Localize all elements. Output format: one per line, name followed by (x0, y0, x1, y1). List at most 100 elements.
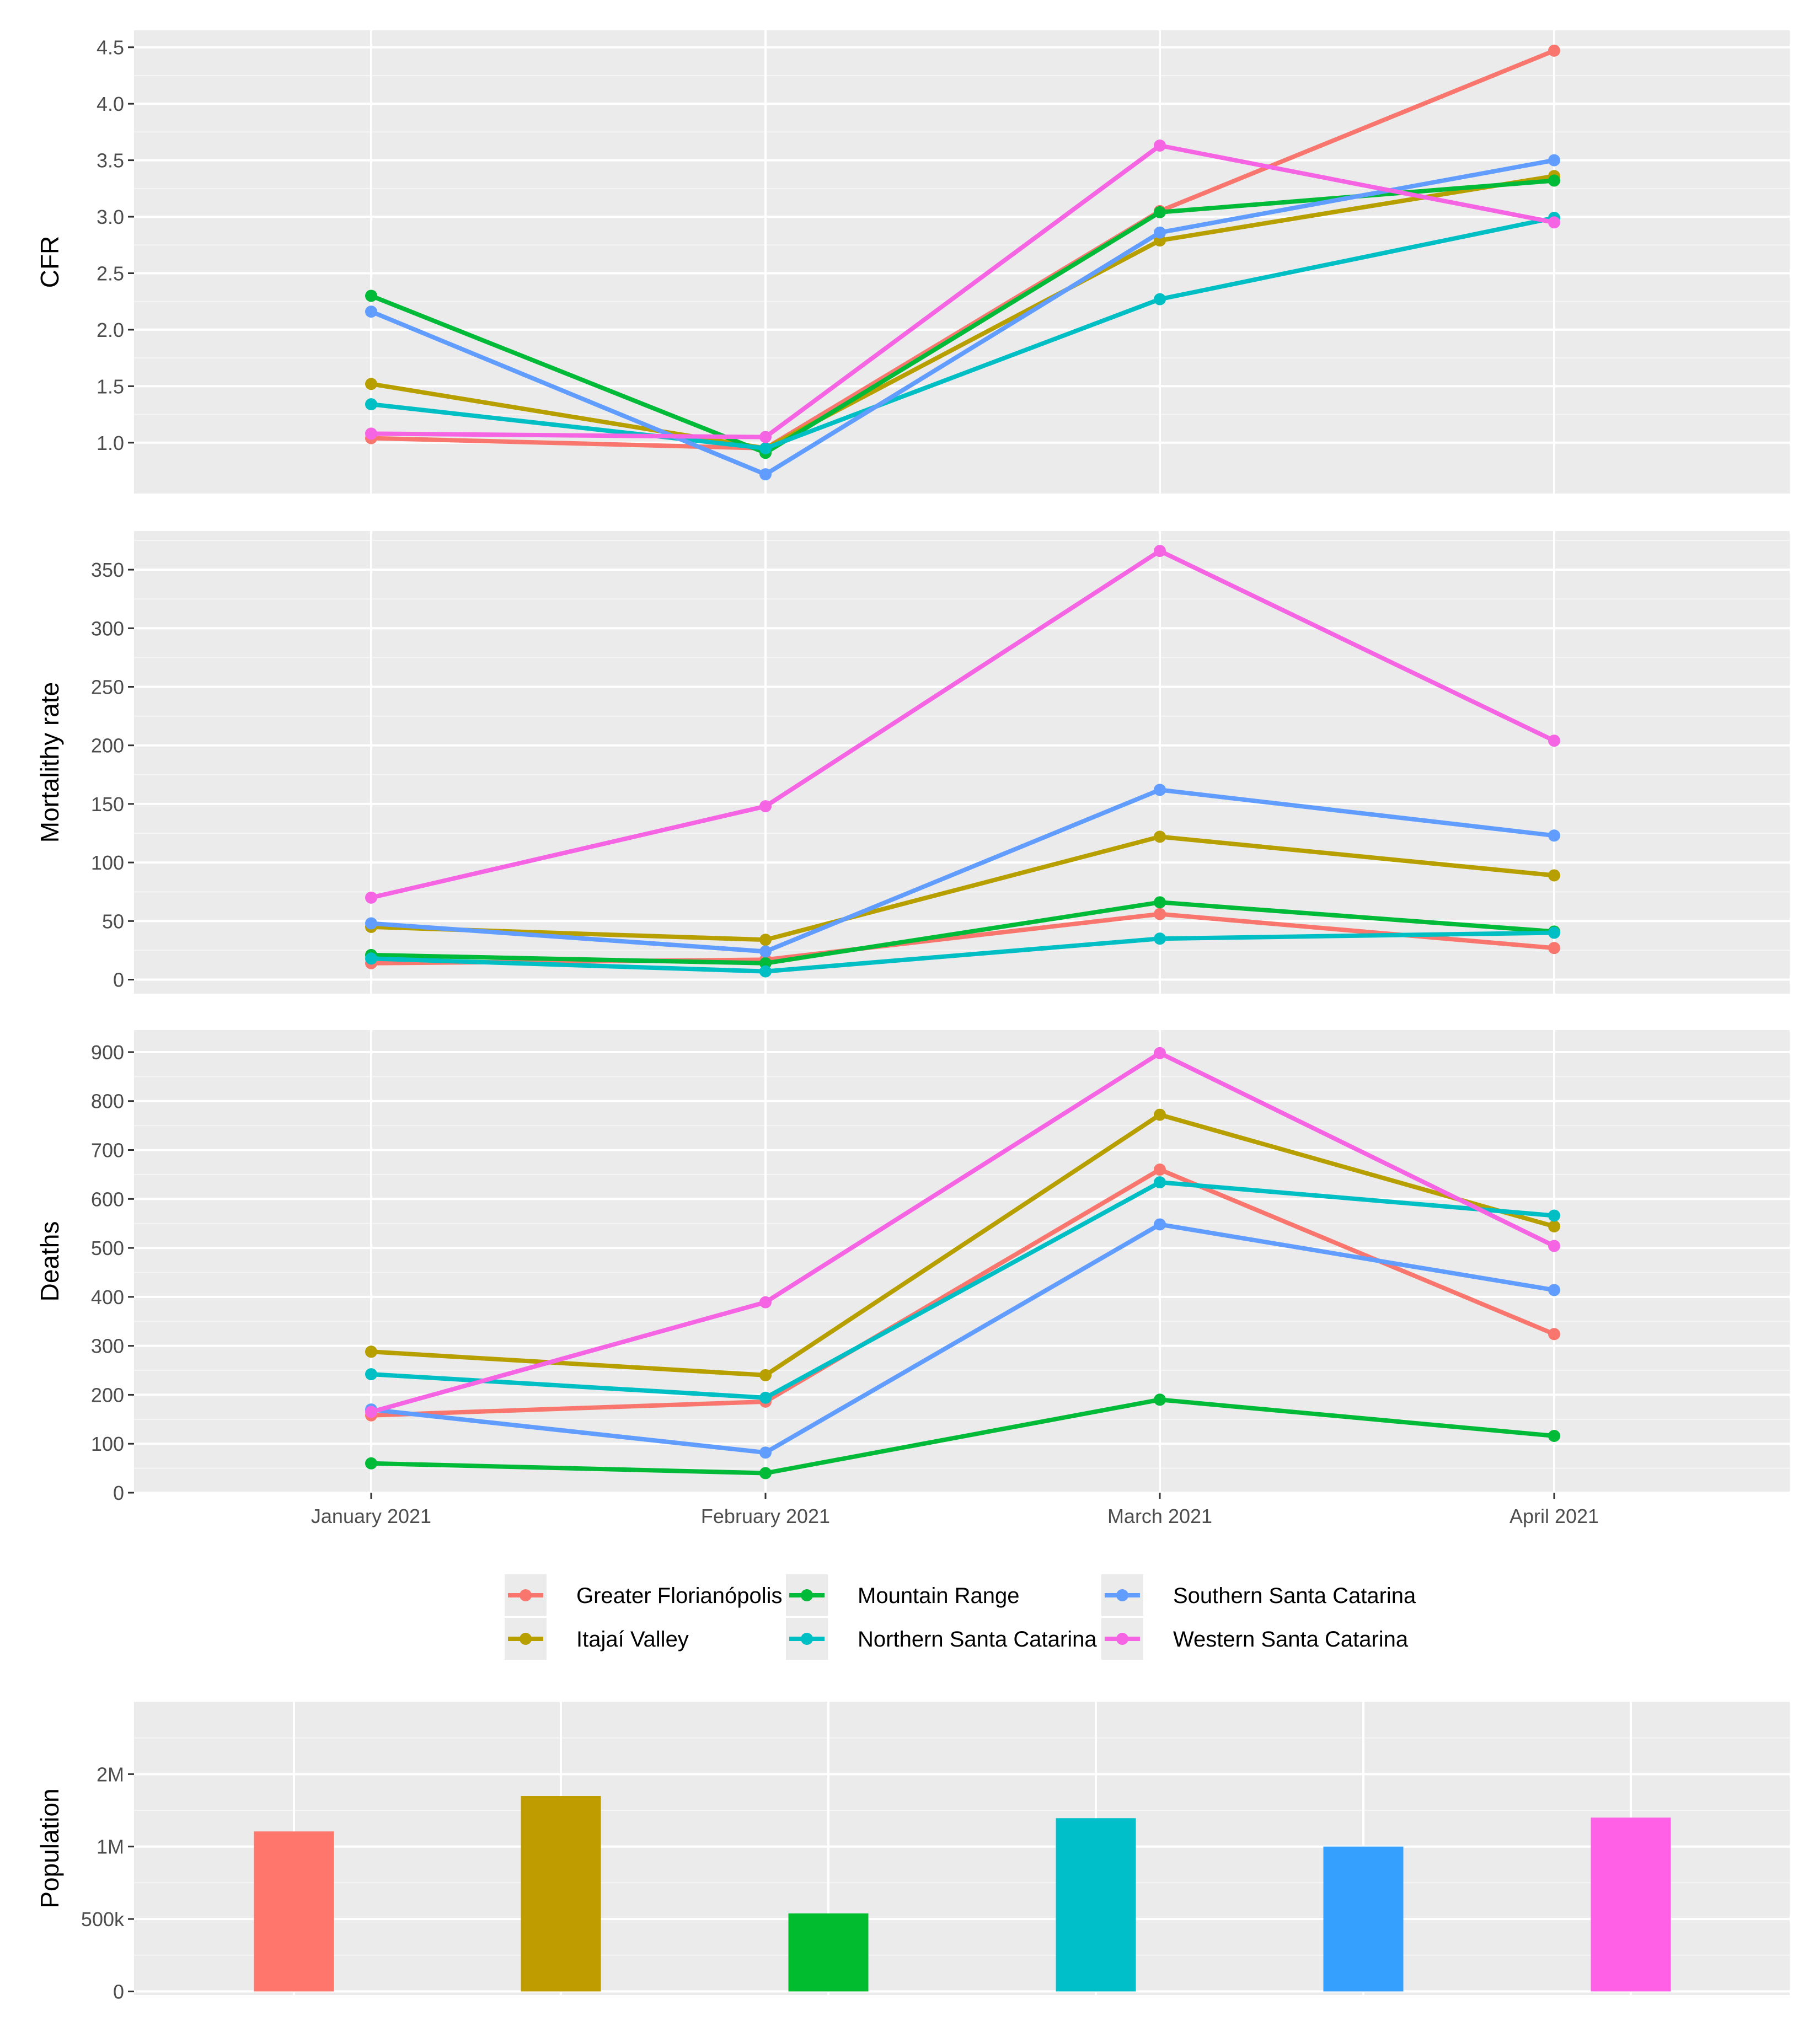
series-western-santa-catarina (365, 545, 1560, 904)
legend-item-northern-santa-catarina: Northern Santa Catarina (786, 1618, 1097, 1660)
y-tick-label: 200 (91, 734, 124, 757)
data-point (759, 965, 772, 978)
data-point (1548, 216, 1560, 229)
data-point (759, 945, 772, 958)
series-line (369, 1050, 1556, 1414)
chart-panel-cfr: 1.0 1.5 2.0 2.5 3.0 3.5 4.0 4.5 CFR (35, 30, 1790, 494)
data-point (1154, 1176, 1166, 1189)
data-point (365, 1457, 377, 1470)
series-line (369, 1397, 1556, 1476)
series-line (369, 143, 1556, 439)
data-point (1548, 1430, 1560, 1443)
data-point (365, 289, 377, 302)
y-tick-label: 1.0 (97, 432, 124, 454)
series-line (369, 1167, 1556, 1418)
data-point (1548, 1328, 1560, 1341)
data-point (1154, 908, 1166, 920)
data-point (759, 442, 772, 455)
data-point (759, 800, 772, 813)
series-line (369, 216, 1556, 451)
series-line (369, 158, 1556, 477)
series-line (369, 1112, 1556, 1377)
data-point (365, 1345, 377, 1358)
series-western-santa-catarina (365, 139, 1560, 443)
legend-key-point (1116, 1633, 1128, 1645)
legend: Greater Florianópolis Itajaí Valley Mounta… (505, 1574, 1416, 1660)
legend-key-point (801, 1589, 813, 1601)
y-tick-label: 100 (91, 1433, 124, 1455)
data-point (1548, 1240, 1560, 1252)
data-point (1548, 1220, 1560, 1233)
series-northern-santa-catarina (365, 1176, 1560, 1404)
series-line (369, 549, 1556, 900)
data-point (1154, 293, 1166, 305)
legend-label: Mountain Range (858, 1584, 1020, 1608)
series-line (369, 900, 1556, 966)
y-tick-label: 350 (91, 559, 124, 581)
y-axis-title: Deaths (35, 1221, 64, 1302)
data-point (759, 431, 772, 443)
panel-background (134, 531, 1790, 994)
y-tick-label: 0 (113, 1980, 124, 2003)
legend-key-point (520, 1633, 532, 1645)
series-mountain-range (365, 1393, 1560, 1479)
y-tick-label: 900 (91, 1041, 124, 1064)
data-point (1154, 1047, 1166, 1059)
data-point (1548, 174, 1560, 187)
legend-item-greater-florianopolis: Greater Florianópolis (505, 1574, 783, 1616)
data-point (365, 378, 377, 390)
y-tick-label: 1M (97, 1836, 124, 1858)
legend-label: Itajaí Valley (576, 1627, 689, 1652)
y-tick-label: 250 (91, 675, 124, 698)
legend-label: Greater Florianópolis (576, 1584, 783, 1608)
data-point (1154, 139, 1166, 152)
data-point (365, 917, 377, 930)
y-tick-label: 150 (91, 793, 124, 816)
data-point (1154, 545, 1166, 557)
series-line (369, 48, 1556, 451)
y-tick-label: 3.0 (97, 206, 124, 228)
data-point (1548, 44, 1560, 57)
legend-key-point (801, 1633, 813, 1645)
data-point (1154, 932, 1166, 945)
data-point (759, 1391, 772, 1404)
data-point (1154, 1164, 1166, 1176)
y-tick-label: 0 (113, 1482, 124, 1504)
legend-label: Northern Santa Catarina (858, 1627, 1097, 1652)
bar-itajai-valley (521, 1796, 601, 1992)
legend-key-point (520, 1589, 532, 1601)
y-tick-label: 1.5 (97, 375, 124, 398)
y-tick-label: 500 (91, 1237, 124, 1259)
data-point (365, 398, 377, 411)
data-point (1548, 942, 1560, 955)
series-southern-santa-catarina (365, 154, 1560, 481)
bar-greater-florianopolis (254, 1831, 334, 1992)
data-point (1154, 1108, 1166, 1121)
data-point (1154, 784, 1166, 796)
x-tick-label: January 2021 (311, 1505, 431, 1527)
y-tick-label: 4.0 (97, 93, 124, 115)
y-tick-label: 3.5 (97, 149, 124, 172)
y-tick-label: 2M (97, 1763, 124, 1786)
data-point (365, 1406, 377, 1418)
data-point (759, 1369, 772, 1381)
data-point (365, 891, 377, 904)
chart-panel-mortalithy-rate: 0 50 100 150 200 250 300 350 Mortalithy rate (35, 531, 1790, 994)
data-point (1548, 829, 1560, 842)
bar-mountain-range (788, 1913, 869, 1992)
data-point (1548, 869, 1560, 882)
bar-southern-santa-catarina (1323, 1846, 1404, 1992)
legend-item-southern-santa-catarina: Southern Santa Catarina (1101, 1574, 1416, 1616)
data-point (1548, 154, 1560, 167)
data-point (365, 427, 377, 440)
legend-key-point (1116, 1589, 1128, 1601)
data-point (1154, 1393, 1166, 1406)
data-point (1154, 226, 1166, 239)
data-point (1548, 1209, 1560, 1222)
data-point (365, 305, 377, 318)
chart-panel-population: 0 500k 1M 2M Population (35, 1702, 1790, 2003)
y-tick-label: 300 (91, 617, 124, 640)
y-tick-label: 300 (91, 1335, 124, 1358)
chart-panel-deaths: 0 100 200 300 400 500 600 700 800 900 Deaths Januar… (35, 1030, 1790, 1527)
